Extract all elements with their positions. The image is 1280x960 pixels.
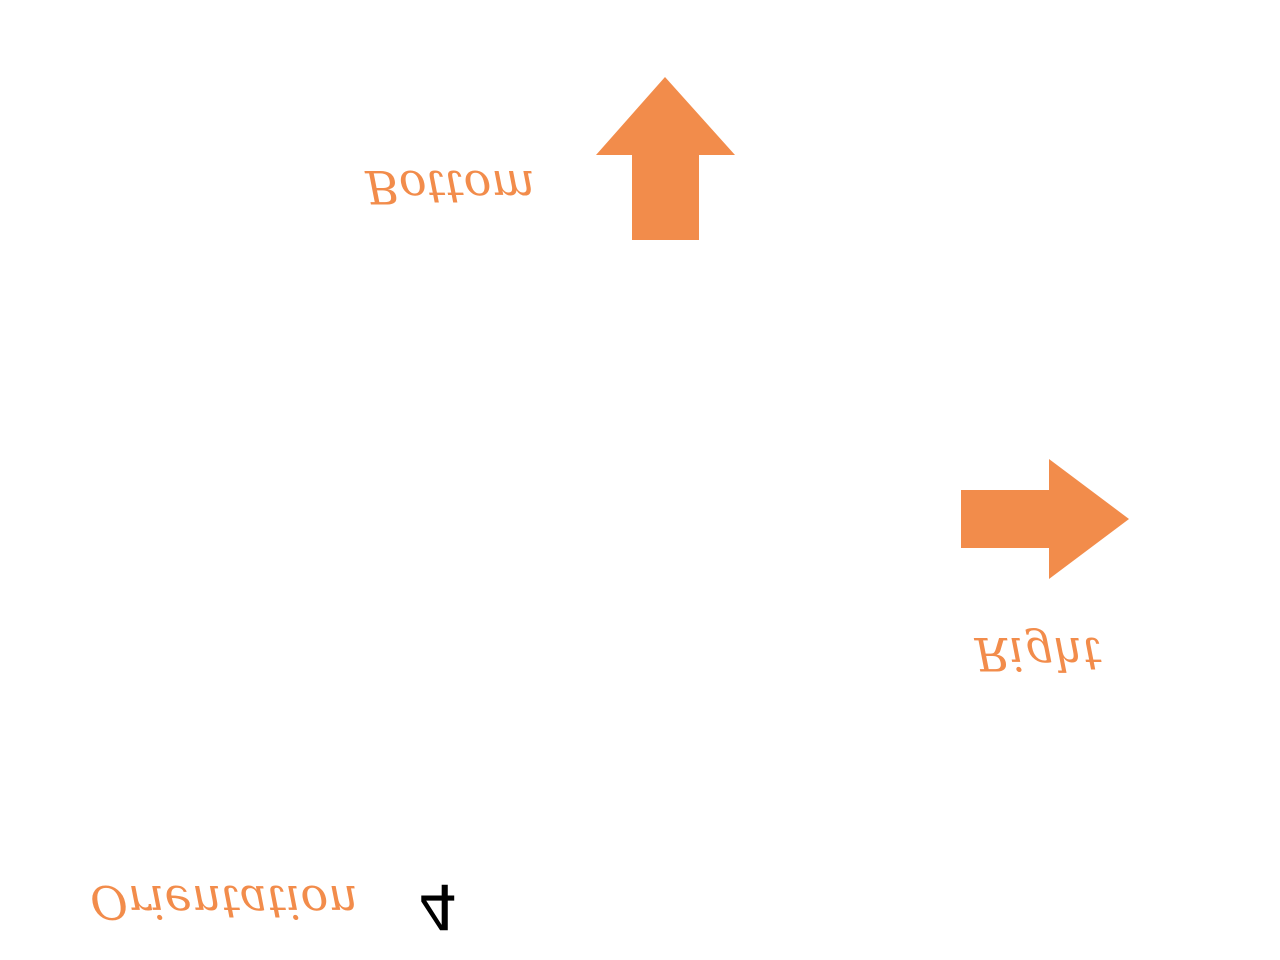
right-arrow-icon [961,459,1129,579]
right-label: Right [974,627,1102,681]
orientation-label: Orientation [90,875,358,929]
up-arrow-icon [596,77,735,240]
bottom-label: Bottom [364,160,535,214]
orientation-number: 4 [418,870,457,943]
